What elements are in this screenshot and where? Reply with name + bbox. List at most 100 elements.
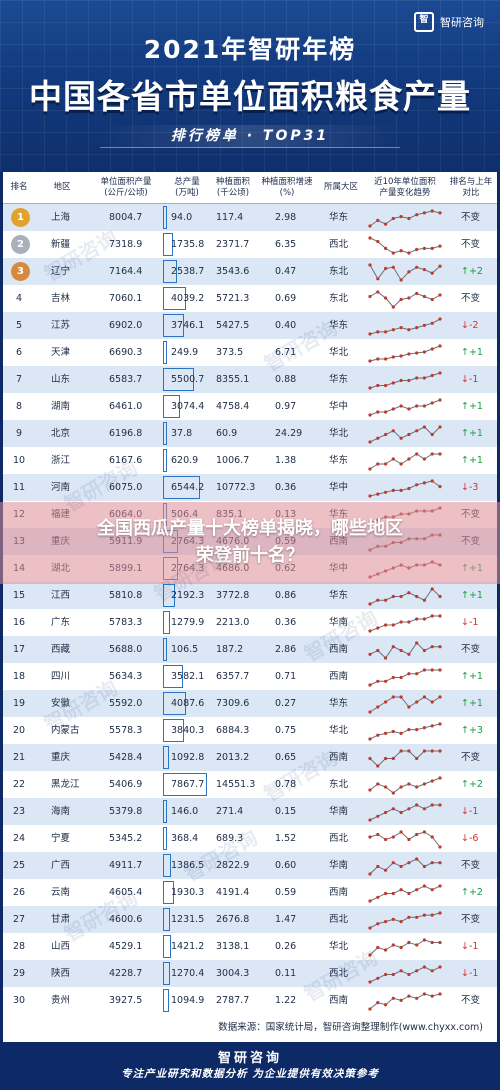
trend-point <box>407 216 411 221</box>
trend-point <box>368 294 372 299</box>
trend-point <box>407 270 411 274</box>
trend-point <box>368 224 372 228</box>
rank-change-cell: 不变 <box>461 293 481 304</box>
trend-point <box>438 371 442 375</box>
table-row: 15 江西 5810.8 2192.3 3772.8 0.86 华东 ↑+1 <box>3 582 497 609</box>
total-cell: 7867.7 <box>171 779 205 790</box>
trend-point <box>384 432 388 437</box>
area-cell: 187.2 <box>216 644 244 655</box>
rank-cell: 21 <box>12 752 26 763</box>
yield-cell: 6902.0 <box>109 320 143 331</box>
total-cell: 1270.4 <box>171 968 205 979</box>
trend-point <box>368 899 372 903</box>
region-cell: 四川 <box>51 671 71 682</box>
total-cell: 37.8 <box>171 428 193 439</box>
rank-change-cell: ↑+2 <box>461 779 483 790</box>
rank-change-cell: ↑+1 <box>461 698 483 709</box>
total-cell: 1386.5 <box>171 860 205 871</box>
area-cell: 14551.3 <box>216 779 256 790</box>
growth-cell: 0.15 <box>275 806 297 817</box>
trend-point <box>391 407 395 411</box>
growth-cell: 0.26 <box>275 941 297 952</box>
table-row: 2 新疆 7318.9 1735.8 2371.7 6.35 西北 不变 <box>3 231 497 258</box>
growth-cell: 6.35 <box>275 239 297 250</box>
trend-point <box>438 452 442 456</box>
overlay-banner[interactable] <box>0 502 500 584</box>
trend-sparkline <box>368 452 442 471</box>
region-cell: 北京 <box>51 428 71 439</box>
zone-cell: 华东 <box>329 374 349 385</box>
trend-point <box>415 943 419 947</box>
rank-cell: 10 <box>12 455 26 466</box>
region-cell: 云南 <box>51 887 71 898</box>
region-cell: 天津 <box>51 347 71 358</box>
yield-cell: 5345.2 <box>109 833 143 844</box>
trend-point <box>391 265 395 269</box>
rank-medal-icon: 1 <box>11 208 30 227</box>
trend-point <box>430 432 434 437</box>
trend-point <box>415 351 419 355</box>
trend-point <box>391 756 395 761</box>
trend-point <box>391 305 395 309</box>
total-bar <box>163 449 167 472</box>
rank-cell: 15 <box>12 590 26 601</box>
zone-cell: 华东 <box>329 212 349 223</box>
trend-point <box>415 594 419 599</box>
growth-cell: 0.97 <box>275 401 297 412</box>
trend-sparkline <box>368 425 442 444</box>
total-bar <box>163 692 186 715</box>
trend-sparkline <box>368 263 442 282</box>
trend-line <box>369 264 441 281</box>
trend-point <box>391 729 395 734</box>
growth-cell: 0.65 <box>275 752 297 763</box>
trend-point <box>391 675 395 680</box>
trend-point <box>399 594 403 599</box>
trend-point <box>430 373 434 378</box>
table-row: 16 广东 5783.3 1279.9 2213.0 0.36 华南 ↓-1 <box>3 609 497 636</box>
area-cell: 3772.8 <box>216 590 250 601</box>
rank-change-cell: ↑+1 <box>461 455 483 466</box>
trend-sparkline <box>368 236 442 255</box>
trend-point <box>407 994 411 998</box>
trend-point <box>391 488 395 492</box>
trend-point <box>422 884 426 888</box>
trend-point <box>422 749 426 753</box>
table-row: 22 黑龙江 5406.9 7867.7 14551.3 0.78 东北 ↑+2 <box>3 771 497 798</box>
trend-point <box>368 652 372 656</box>
total-bar <box>163 881 174 904</box>
trend-point <box>422 350 426 354</box>
table-row: 25 广西 4911.7 1386.5 2822.9 0.60 华南 不变 <box>3 852 497 879</box>
yield-cell: 3927.5 <box>109 995 143 1006</box>
trend-point <box>384 868 388 872</box>
trend-sparkline <box>368 479 442 498</box>
table-row: 11 河南 6075.0 6544.2 10772.3 0.36 华中 ↓-3 <box>3 474 497 501</box>
trend-point <box>430 724 434 728</box>
growth-cell: 0.11 <box>275 968 297 979</box>
overlay-banner-text[interactable]: 全国西瓜产量十大榜单揭晓，哪些地区 荣登前十名？ <box>20 515 480 569</box>
trend-line <box>369 966 441 983</box>
trend-point <box>391 891 395 896</box>
trend-point <box>422 913 426 917</box>
area-cell: 271.4 <box>216 806 244 817</box>
rank-change-cell: ↑+1 <box>461 347 483 358</box>
trend-line <box>369 669 440 686</box>
trend-point <box>438 803 442 807</box>
trend-point <box>384 296 388 300</box>
trend-point <box>438 722 442 726</box>
total-cell: 3840.3 <box>171 725 205 736</box>
trend-point <box>368 818 372 822</box>
region-cell: 辽宁 <box>51 266 71 277</box>
total-bar <box>163 665 184 688</box>
rank-change-cell: 不变 <box>461 752 481 763</box>
table-row: 19 安徽 5592.0 4087.6 7309.6 0.27 华东 ↑+1 <box>3 690 497 717</box>
area-cell: 4191.4 <box>216 887 250 898</box>
total-bar <box>163 827 167 850</box>
table-header: 排名 地区 单位面积产量 (公斤/公顷) 总产量 (万吨) 种植面积 (千公顷)… <box>3 172 497 204</box>
trend-point <box>407 378 411 383</box>
yield-cell: 5634.3 <box>109 671 143 682</box>
trend-point <box>422 211 426 215</box>
trend-point <box>391 251 395 255</box>
trend-point <box>407 940 411 945</box>
rank-change-cell: ↑+2 <box>461 266 483 277</box>
rank-cell: 4 <box>15 293 23 304</box>
